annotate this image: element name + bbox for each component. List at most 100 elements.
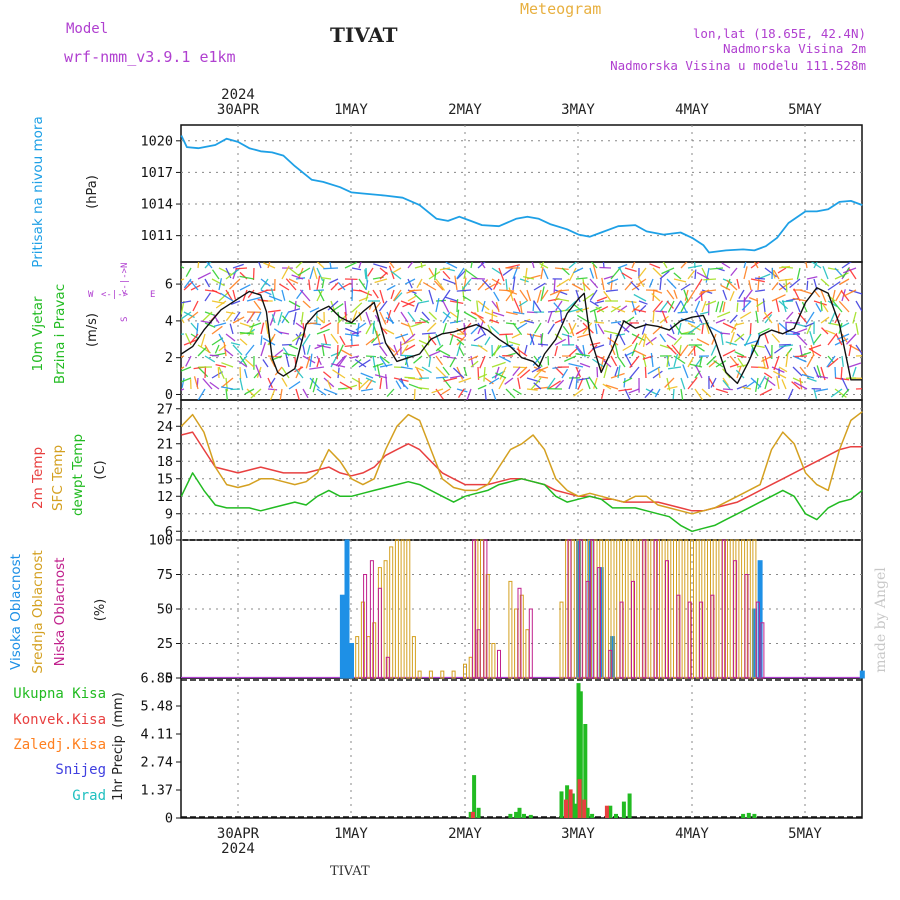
wind-barb xyxy=(610,305,621,313)
wind-barb xyxy=(320,322,332,330)
wind-barb xyxy=(822,303,829,313)
precipitation-ytick-label: 4.11 xyxy=(140,727,173,743)
wind-barb xyxy=(722,349,736,357)
wind-barb xyxy=(417,386,430,390)
wind-barb xyxy=(729,355,739,367)
wind-barb xyxy=(302,300,311,309)
wind-barb xyxy=(577,333,591,339)
wind-barb xyxy=(726,279,738,291)
wind-barb xyxy=(729,363,739,368)
wind-barb xyxy=(556,278,570,288)
wind-barb xyxy=(505,311,518,316)
precip-bar-precip_total xyxy=(476,807,481,818)
wind-barb xyxy=(277,311,283,326)
temperature-ytick-label: 9 xyxy=(165,506,173,522)
bottom-tick-label: 1MAY xyxy=(334,826,368,842)
wind-barb xyxy=(729,314,738,324)
wind-barb xyxy=(652,310,655,324)
wind-barb xyxy=(386,284,396,291)
wind-barb xyxy=(407,295,417,302)
wind-barb xyxy=(463,311,477,320)
wind-barb xyxy=(706,355,717,366)
wind-barb xyxy=(725,278,731,290)
wind-barb xyxy=(633,293,647,302)
wind-barb xyxy=(269,388,276,400)
wind-barb xyxy=(772,370,787,379)
wind-barb xyxy=(841,333,848,343)
cloud-bar-cloud_low xyxy=(676,594,681,679)
wind-barb xyxy=(593,309,598,324)
wind-barb xyxy=(592,264,598,280)
wind-barb xyxy=(345,327,360,335)
top-tick-label: 4MAY xyxy=(675,102,709,118)
wind-barb xyxy=(637,267,647,279)
wind-barb xyxy=(799,351,812,357)
wind-barb xyxy=(288,344,299,350)
wind-barb xyxy=(666,300,674,309)
wind-barb xyxy=(374,278,388,284)
wind-barb xyxy=(435,344,444,352)
wind-barb xyxy=(385,317,395,324)
wind-barb xyxy=(792,297,808,302)
wind-barb xyxy=(703,278,717,281)
wind-barb xyxy=(596,366,599,378)
wind-barb xyxy=(414,264,426,269)
wind-barb xyxy=(473,333,486,342)
wind-barb xyxy=(855,355,862,357)
legend-ukupna-kisa: Ukupna Kisa xyxy=(13,686,106,702)
temp-line-temp_sfc xyxy=(180,411,863,515)
wind-barb xyxy=(573,388,584,397)
wind-barb xyxy=(721,262,731,269)
legend-snijeg: Snijeg xyxy=(55,762,106,778)
wind-barb xyxy=(539,262,549,269)
wind-barb xyxy=(743,266,748,280)
wind-barb xyxy=(491,361,506,368)
wind-barb xyxy=(372,301,382,313)
precip-bar-precip_conv xyxy=(604,805,609,818)
wind-barb xyxy=(757,327,770,335)
wind-barb xyxy=(270,288,276,302)
wind-barb xyxy=(725,341,738,346)
wind-barb xyxy=(575,369,581,379)
wind-barb xyxy=(404,355,409,368)
wind-barb xyxy=(600,388,605,399)
wind-barb xyxy=(360,388,374,392)
wind-barb xyxy=(225,388,229,400)
temperature-ytick-label: 15 xyxy=(157,471,173,487)
wind-barb xyxy=(531,366,542,373)
wind-barb xyxy=(431,388,444,394)
wind-barb xyxy=(491,388,497,400)
wind-barb xyxy=(840,366,843,380)
precip-bar-precip_total xyxy=(508,813,513,818)
wind-barb xyxy=(512,276,516,291)
wind-barb xyxy=(281,315,290,324)
cloud-bar-cloud_mid xyxy=(389,546,394,679)
wind-barb xyxy=(624,267,637,273)
cloud-bar-cloud_low xyxy=(744,574,749,679)
wind-barb xyxy=(398,379,409,390)
wind-barb xyxy=(614,366,619,377)
wind-barb xyxy=(529,333,535,346)
wind-barb xyxy=(470,262,473,269)
wind-barb xyxy=(260,289,272,296)
wind-barb xyxy=(456,338,465,346)
wind-barb xyxy=(778,281,791,291)
wind-barb xyxy=(400,338,415,346)
wind-barb xyxy=(456,388,468,393)
pressure-line xyxy=(180,135,863,254)
wind-barb xyxy=(834,366,837,379)
wind-barb xyxy=(232,263,244,269)
cloud-bar-cloud_low xyxy=(585,580,590,679)
wind-barb xyxy=(682,364,689,379)
wind-barb xyxy=(701,289,717,293)
wind-barb xyxy=(428,267,435,277)
wind-barb xyxy=(748,280,752,291)
wind-barb xyxy=(687,322,701,331)
wind-barb xyxy=(337,367,340,379)
wind-barb xyxy=(806,354,815,368)
wind-barb xyxy=(601,277,605,291)
wind-barb xyxy=(673,355,686,365)
cloud-bar-cloud_high xyxy=(859,670,865,679)
wind-barb xyxy=(605,384,619,390)
cloud-bar-cloud_low xyxy=(385,656,390,679)
